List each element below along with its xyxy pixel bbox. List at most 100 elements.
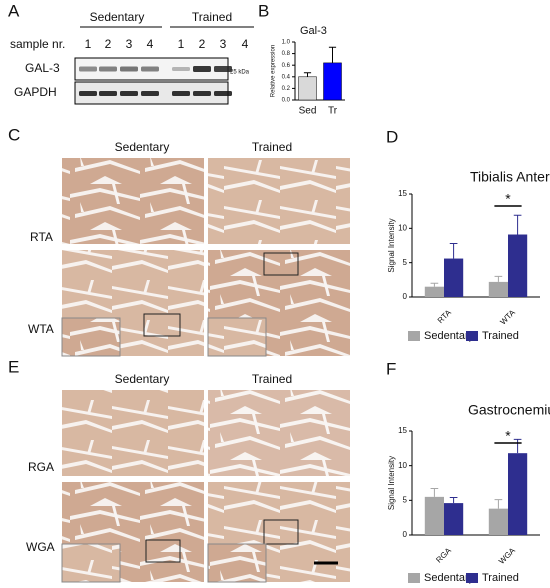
band	[214, 66, 232, 72]
legend-label: Trained	[482, 330, 519, 342]
y-tick-label: 15	[398, 189, 407, 198]
legend-swatch	[466, 331, 478, 341]
error-bar	[430, 488, 439, 497]
x-tick-label: RTA	[436, 308, 454, 326]
sample-number: 1	[178, 37, 185, 51]
panel-label: F	[386, 359, 396, 378]
sample-number: 2	[199, 37, 206, 51]
bar	[488, 281, 508, 297]
bar	[488, 508, 508, 535]
panel-label: A	[8, 1, 20, 20]
y-axis-label: Signal Intensity	[387, 218, 396, 272]
y-axis-label: Signal Intensity	[387, 456, 396, 510]
band	[193, 66, 211, 72]
group-label: Sedentary	[90, 10, 145, 24]
micrograph	[62, 158, 204, 244]
band	[172, 67, 190, 71]
zoom-box	[263, 519, 299, 545]
y-tick-label: 0	[403, 530, 408, 539]
band	[99, 66, 117, 72]
chart-title: Gastrocnemius	[468, 402, 550, 418]
band	[120, 91, 138, 96]
bar	[444, 258, 464, 297]
y-axis-label: Relative expression	[271, 45, 277, 97]
column-label: Trained	[252, 372, 292, 386]
sample-number: 4	[147, 37, 154, 51]
row-label: WGA	[26, 540, 55, 554]
y-tick-label: 1.0	[282, 40, 291, 46]
zoom-box	[143, 313, 181, 337]
y-tick-label: 0.6	[282, 63, 291, 69]
y-tick-label: 10	[398, 223, 407, 232]
legend-swatch	[408, 331, 420, 341]
panel-label: C	[8, 125, 20, 144]
chart: Gal-3 Relative expression 0.0 0.2 0.4 0.6 0.8 1…	[271, 25, 345, 117]
band	[79, 66, 97, 72]
band	[141, 66, 159, 72]
chart-title: Tibialis Anterior	[470, 169, 550, 185]
error-bar	[303, 72, 312, 77]
inset	[207, 543, 267, 583]
sample-number: 3	[126, 37, 133, 51]
band	[99, 91, 117, 96]
panel-labels: A B C D E F	[8, 1, 398, 378]
column-label: Sedentary	[115, 372, 170, 386]
sample-number: 2	[105, 37, 112, 51]
blot-row-label: GAPDH	[14, 85, 57, 99]
y-tick-label: 10	[398, 461, 407, 470]
micrograph	[208, 390, 350, 476]
row-label: RTA	[30, 230, 53, 244]
panel-label: E	[8, 357, 19, 376]
bar	[444, 503, 464, 535]
zoom-box	[263, 252, 299, 276]
micrograph	[208, 158, 350, 244]
histology: Sedentary Trained RTA WTA Sedentary Trai…	[26, 140, 350, 583]
error-bar	[513, 214, 522, 235]
band	[141, 91, 159, 96]
band	[214, 91, 232, 96]
legend-swatch	[408, 573, 420, 583]
legend-label: Sedentary	[424, 330, 475, 342]
error-bar	[513, 438, 522, 454]
y-tick-label: 0.8	[282, 51, 291, 57]
bar	[424, 496, 444, 535]
blot-row-label: GAL-3	[25, 61, 60, 75]
zoom-box	[145, 539, 181, 563]
significance-mark: *	[505, 428, 511, 444]
row-label: WTA	[28, 322, 54, 336]
x-tick-label: WGA	[497, 546, 517, 566]
x-tick-label: WTA	[498, 308, 517, 327]
marker-label: 25 kDa	[230, 70, 250, 76]
bar	[508, 234, 528, 297]
row-label: RGA	[28, 460, 54, 474]
y-tick-label: 5	[403, 495, 408, 504]
y-tick-label: 15	[398, 426, 407, 435]
band	[79, 91, 97, 96]
column-label: Sedentary	[115, 140, 170, 154]
inset	[207, 317, 267, 357]
error-bar	[494, 275, 503, 282]
panel-label: D	[386, 127, 398, 146]
error-bar	[449, 242, 458, 259]
legend-label: Trained	[482, 572, 519, 584]
bar	[424, 286, 444, 297]
y-tick-label: 5	[403, 258, 408, 267]
x-tick-label: Sed	[299, 106, 317, 117]
error-bar	[430, 282, 439, 287]
y-tick-label: 0.2	[282, 86, 291, 92]
chart: Gastrocnemius Signal Intensity 0 5 10 15 RGA WG…	[387, 402, 550, 584]
bar	[323, 62, 342, 101]
bar	[298, 76, 317, 101]
column-label: Trained	[252, 140, 292, 154]
chart-title: Gal-3	[300, 25, 327, 37]
significance-mark: *	[505, 191, 511, 207]
y-tick-label: 0.4	[282, 74, 291, 80]
western-blot: Sedentary Trained sample nr. GAL-3 GAPDH…	[10, 10, 254, 105]
chart: Tibialis Anterior Signal Intensity 0 5 10 15 R…	[387, 169, 550, 342]
x-tick-label: Tr	[328, 106, 338, 117]
sample-number: 3	[220, 37, 227, 51]
sample-number: 4	[242, 37, 249, 51]
sample-number: 1	[85, 37, 92, 51]
band	[193, 91, 211, 96]
